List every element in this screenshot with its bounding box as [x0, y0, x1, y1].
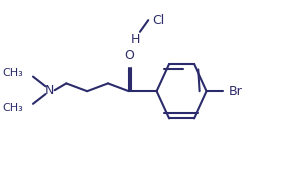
Text: O: O — [124, 49, 134, 62]
Text: CH₃: CH₃ — [3, 103, 23, 113]
Text: N: N — [45, 84, 54, 97]
Text: CH₃: CH₃ — [3, 68, 23, 78]
Text: Br: Br — [229, 85, 243, 98]
Text: H: H — [131, 33, 140, 46]
Text: Cl: Cl — [152, 14, 165, 27]
